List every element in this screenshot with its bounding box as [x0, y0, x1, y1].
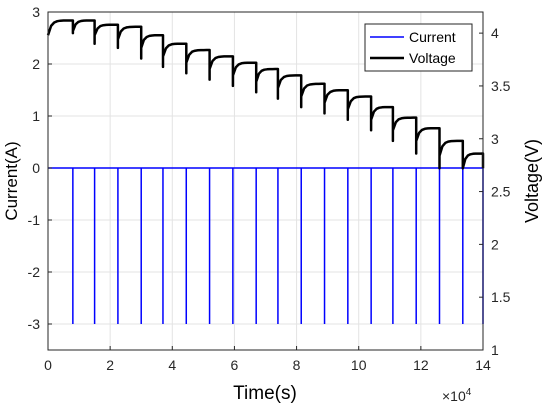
- x-tick-label: 4: [168, 357, 176, 373]
- y-right-tick-label: 3.5: [491, 78, 511, 94]
- y-left-tick-label: 0: [32, 160, 40, 176]
- plot-series: [46, 19, 485, 324]
- x-tick-label: 12: [413, 357, 429, 373]
- y-right-tick-label: 1.5: [491, 289, 511, 305]
- legend-label-voltage: Voltage: [409, 50, 456, 66]
- y-right-tick-label: 1: [491, 342, 499, 358]
- y-right-axis-label: Voltage(V): [522, 139, 542, 223]
- y-left-tick-label: -1: [28, 212, 41, 228]
- voltage-line: [46, 19, 485, 170]
- y-right-tick-label: 2: [491, 236, 499, 252]
- y-left-tick-label: 2: [32, 56, 40, 72]
- x-tick-label: 2: [106, 357, 114, 373]
- y-left-tick-label: 3: [32, 4, 40, 20]
- y-right-tick-label: 3: [491, 131, 499, 147]
- x-tick-label: 0: [44, 357, 52, 373]
- x-axis-exponent: ×104: [442, 387, 472, 404]
- y-left-tick-label: -2: [28, 264, 41, 280]
- x-tick-label: 6: [231, 357, 239, 373]
- y-left-axis-label: Current(A): [2, 141, 21, 220]
- legend-label-current: Current: [409, 29, 456, 45]
- y-left-tick-label: -3: [28, 316, 41, 332]
- legend-box: [364, 23, 473, 72]
- y-right-tick-label: 4: [491, 25, 499, 41]
- x-tick-label: 14: [475, 357, 491, 373]
- y-right-tick-label: 2.5: [491, 184, 511, 200]
- x-axis-label: Time(s): [233, 383, 297, 404]
- x-exponent-base: ×10: [442, 388, 466, 404]
- y-left-tick-label: 1: [32, 108, 40, 124]
- x-tick-label: 8: [293, 357, 301, 373]
- x-exponent-power: 4: [466, 387, 472, 398]
- x-tick-label: 10: [351, 357, 367, 373]
- plot-frame: [47, 11, 484, 351]
- legend: Current Voltage: [364, 23, 473, 72]
